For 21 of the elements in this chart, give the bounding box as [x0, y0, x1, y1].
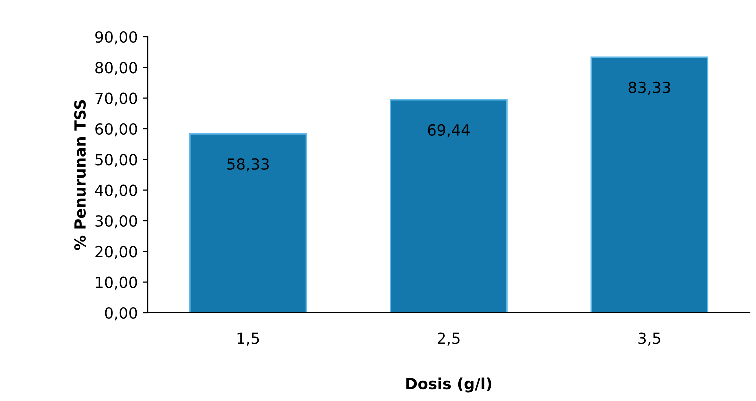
data-label: 83,33: [628, 82, 670, 95]
y-tick-label: 50,00: [96, 154, 138, 168]
bar: [189, 133, 308, 313]
x-tick-label: 3,5: [638, 332, 660, 346]
y-tick-label: 70,00: [96, 92, 138, 106]
y-tick-label: 90,00: [96, 31, 138, 45]
x-axis-title: Dosis (g/l): [406, 378, 492, 393]
x-tick-label: 1,5: [238, 332, 260, 346]
y-tick-label: 10,00: [96, 276, 138, 290]
x-tick-label: 2,5: [438, 332, 460, 346]
bar: [590, 56, 709, 313]
y-tick-label: 80,00: [96, 62, 138, 76]
data-label: 69,44: [428, 124, 470, 138]
y-tick-label: 30,00: [96, 215, 138, 229]
y-tick-label: 0,00: [105, 307, 138, 321]
y-tick-label: 20,00: [96, 246, 138, 260]
data-label: 58,33: [228, 158, 269, 172]
y-axis-title: % Penurunan TSS: [74, 100, 86, 250]
y-tick-label: 40,00: [95, 184, 138, 198]
bar: [390, 99, 508, 313]
y-tick-label: 60,00: [96, 123, 138, 137]
